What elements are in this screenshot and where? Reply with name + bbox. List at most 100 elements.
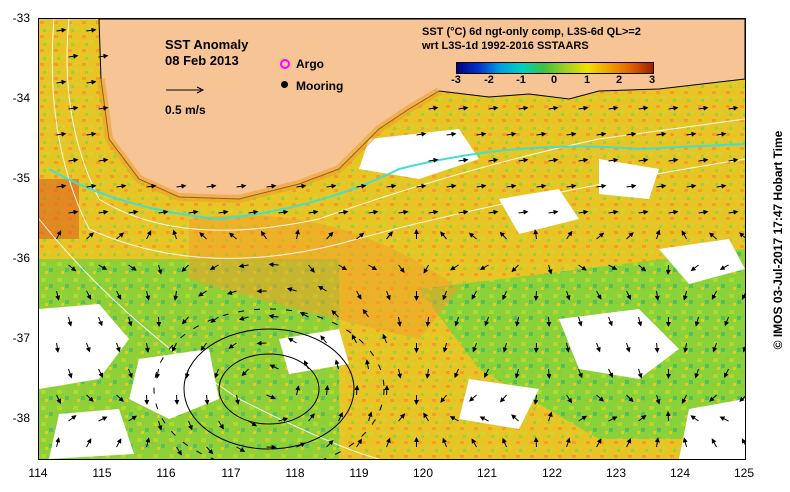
current-vector-arrow bbox=[287, 337, 297, 344]
argo-legend-label: Argo bbox=[296, 57, 324, 71]
current-vector-arrow bbox=[681, 230, 687, 240]
current-vector-arrow bbox=[236, 446, 246, 452]
current-vector-arrow bbox=[511, 264, 519, 273]
current-vector-arrow bbox=[608, 105, 619, 111]
current-vector-arrow bbox=[295, 385, 301, 396]
current-vector-arrow bbox=[214, 368, 220, 379]
current-vector-arrow bbox=[668, 157, 679, 163]
x-tick-label: 122 bbox=[541, 466, 563, 480]
current-vector-arrow bbox=[416, 183, 427, 189]
current-vector-arrow bbox=[116, 290, 122, 300]
current-vector-arrow bbox=[690, 264, 699, 272]
current-vector-arrow bbox=[708, 232, 717, 240]
current-vector-arrow bbox=[518, 157, 529, 163]
current-vector-arrow bbox=[681, 394, 687, 404]
current-vector-arrow bbox=[724, 368, 729, 378]
current-vector-arrow bbox=[638, 415, 647, 422]
current-vector-arrow bbox=[546, 316, 552, 327]
current-vector-arrow bbox=[469, 394, 477, 402]
x-tick-label: 121 bbox=[476, 466, 498, 480]
current-vector-arrow bbox=[68, 264, 77, 272]
eddy-currents bbox=[153, 308, 385, 459]
current-vector-arrow bbox=[67, 368, 73, 379]
current-vector-arrow bbox=[68, 157, 79, 163]
current-vector-arrow bbox=[386, 183, 397, 189]
current-vector-arrow bbox=[637, 368, 643, 379]
current-vector-arrow bbox=[683, 342, 689, 353]
current-vector-arrow bbox=[458, 209, 469, 215]
current-vector-arrow bbox=[266, 394, 276, 400]
current-vector-arrow bbox=[502, 342, 508, 353]
current-vector-arrow bbox=[566, 394, 573, 404]
current-vector-arrow bbox=[468, 232, 477, 240]
current-vector-arrow bbox=[471, 290, 477, 300]
current-vector-arrow bbox=[440, 394, 447, 403]
current-vector-arrow bbox=[382, 333, 388, 344]
current-vector-arrow bbox=[210, 316, 219, 323]
current-vector-arrow bbox=[425, 368, 431, 379]
current-vector-arrow bbox=[367, 411, 373, 422]
current-vector-arrow bbox=[739, 395, 745, 402]
current-vector-arrow bbox=[98, 316, 103, 327]
current-vector-arrow bbox=[416, 131, 427, 137]
current-vector-arrow bbox=[428, 157, 439, 163]
current-vector-arrow bbox=[398, 209, 409, 215]
current-vector-arrow bbox=[711, 438, 717, 448]
current-vector-arrow bbox=[145, 437, 151, 448]
sst-warm-patch bbox=[189, 215, 459, 339]
current-vector-arrow bbox=[227, 290, 237, 295]
current-vector-arrow bbox=[547, 411, 553, 422]
current-vector-arrow bbox=[442, 342, 448, 353]
current-vector-arrow bbox=[181, 316, 189, 325]
current-vector-arrow bbox=[334, 359, 340, 370]
current-vector-arrow bbox=[172, 229, 178, 240]
colorbar-tick-label: -3 bbox=[451, 74, 461, 86]
x-tick-label: 114 bbox=[28, 466, 48, 480]
current-vector-arrow bbox=[608, 416, 618, 422]
current-vector-arrow bbox=[172, 342, 177, 352]
current-vector-arrow bbox=[472, 342, 478, 353]
current-vector-arrow bbox=[716, 183, 727, 189]
current-vector-arrow bbox=[709, 394, 717, 402]
current-vector-arrow bbox=[385, 290, 391, 301]
x-tick-label: 115 bbox=[92, 466, 112, 480]
current-vector-arrow bbox=[156, 316, 162, 327]
current-vector-arrow bbox=[268, 313, 279, 319]
current-vector-arrow bbox=[578, 209, 589, 215]
current-vector-arrow bbox=[115, 342, 121, 353]
current-vector-arrow bbox=[98, 416, 108, 422]
current-vector-arrow bbox=[518, 209, 529, 215]
current-vector-arrow bbox=[320, 335, 327, 344]
current-vector-arrow bbox=[484, 316, 490, 327]
map-panel bbox=[38, 18, 746, 460]
current-vector-arrow bbox=[56, 27, 67, 33]
current-vector-arrow bbox=[596, 438, 602, 448]
current-vector-arrow bbox=[471, 438, 477, 448]
current-vector-arrow bbox=[442, 437, 448, 448]
y-tick-label: -38 bbox=[12, 411, 30, 425]
current-vector-arrow bbox=[86, 27, 97, 33]
current-vector-arrow bbox=[654, 437, 660, 448]
current-vector-arrow bbox=[188, 209, 199, 215]
current-vector-arrow bbox=[654, 290, 660, 301]
current-vector-arrow bbox=[476, 183, 487, 189]
coastal-warm-band bbox=[97, 78, 442, 204]
current-vector-arrow bbox=[86, 183, 97, 189]
current-vector-arrow bbox=[56, 394, 61, 404]
current-vector-arrow bbox=[56, 79, 67, 85]
current-vector-arrow bbox=[739, 232, 745, 239]
current-vector-arrow bbox=[608, 368, 613, 378]
current-vector-arrow bbox=[331, 310, 339, 318]
current-vector-arrow bbox=[86, 79, 97, 85]
current-vector-arrow bbox=[608, 157, 619, 163]
current-vector-arrow bbox=[326, 231, 334, 240]
current-vector-arrow bbox=[356, 232, 365, 240]
current-vector-arrow bbox=[116, 438, 122, 448]
scale-arrow bbox=[166, 86, 205, 94]
current-vector-arrow bbox=[596, 183, 607, 189]
current-vector-arrow bbox=[157, 264, 163, 275]
current-vector-arrow bbox=[690, 415, 699, 422]
current-vector-arrow bbox=[546, 368, 552, 379]
current-vector-arrow bbox=[55, 437, 61, 448]
current-vector-arrow bbox=[428, 209, 439, 215]
